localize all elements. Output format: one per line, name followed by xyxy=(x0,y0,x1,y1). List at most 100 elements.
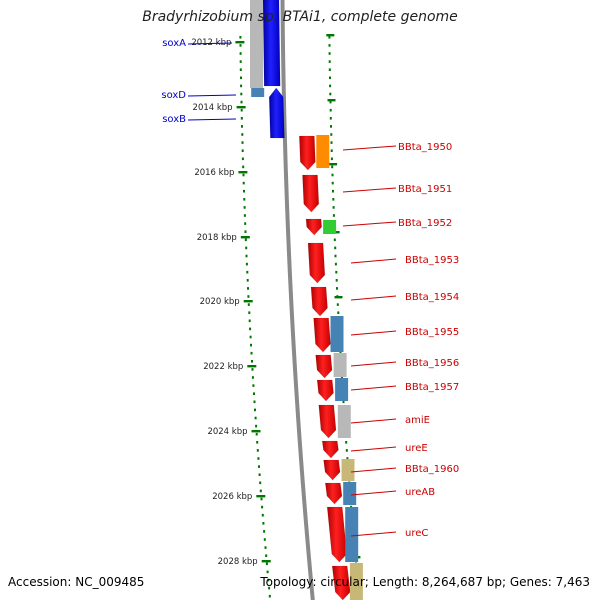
inner-tick-ring xyxy=(239,36,271,598)
tick-dot xyxy=(328,68,331,71)
tick-dot xyxy=(337,311,340,314)
gene-bbta-1950 xyxy=(299,135,316,171)
cog-block-blue xyxy=(343,482,357,505)
tick-dot xyxy=(244,238,247,242)
label-leader xyxy=(350,467,397,473)
tick-dot xyxy=(241,125,243,128)
gene-label: BBta_1952 xyxy=(398,218,452,229)
tick-dot xyxy=(328,52,331,55)
tick-dot xyxy=(263,530,266,533)
gene-label: BBta_1953 xyxy=(405,255,459,266)
tick-dot xyxy=(330,125,332,128)
gene-ureAB xyxy=(324,482,343,505)
major-tick xyxy=(329,163,338,166)
label-leader xyxy=(350,258,397,264)
gene-label: BBta_1960 xyxy=(405,464,459,475)
tick-dot xyxy=(242,165,245,169)
tick-dot xyxy=(328,36,331,39)
tick-dot xyxy=(330,141,333,144)
tick-dot xyxy=(345,449,348,452)
gene-soxB xyxy=(268,87,285,139)
tick-dot xyxy=(328,60,331,63)
gene-bbta-1953 xyxy=(307,242,326,284)
gene-soxA xyxy=(262,0,281,87)
tick-dot xyxy=(266,570,269,574)
scale-label: 2014 kbp xyxy=(193,103,233,113)
tick-dot xyxy=(328,44,331,47)
gene-bbta-1957 xyxy=(316,379,334,402)
tick-dot xyxy=(268,586,271,590)
gene-ureC xyxy=(326,506,348,563)
tick-dot xyxy=(334,246,337,250)
tick-dot xyxy=(239,36,242,39)
tick-dot xyxy=(332,198,335,201)
gene-label: soxD xyxy=(161,90,186,101)
tick-dot xyxy=(252,384,255,387)
major-tick xyxy=(236,106,246,109)
tick-dot xyxy=(243,206,246,209)
major-tick xyxy=(235,41,245,44)
cog-block-tan xyxy=(341,459,355,481)
tick-dot xyxy=(345,441,348,444)
gene-label: BBta_1954 xyxy=(405,292,459,303)
major-tick xyxy=(326,34,335,37)
tick-dot xyxy=(240,108,243,112)
tick-dot xyxy=(243,198,246,201)
tick-dot xyxy=(248,319,251,323)
label-leader xyxy=(187,42,233,45)
gene-label: BBta_1950 xyxy=(398,142,452,153)
tick-dot xyxy=(240,84,243,88)
tick-dot xyxy=(346,457,349,460)
tick-dot xyxy=(249,327,252,331)
tick-dot xyxy=(241,149,244,152)
tick-dot xyxy=(244,230,247,233)
tick-dot xyxy=(256,449,259,452)
tick-dot xyxy=(258,473,261,476)
gene-label: BBta_1951 xyxy=(398,184,452,195)
tick-dot xyxy=(242,181,245,185)
tick-dot xyxy=(239,44,242,47)
scale-label: 2026 kbp xyxy=(212,492,252,502)
tick-dot xyxy=(250,343,252,347)
tick-dot xyxy=(239,68,242,71)
gene-label: BBta_1956 xyxy=(405,358,459,369)
tick-dot xyxy=(251,376,254,379)
label-leader xyxy=(350,531,397,537)
tick-dot xyxy=(253,392,255,395)
tick-dot xyxy=(240,100,243,104)
tick-dot xyxy=(255,424,258,428)
tick-dot xyxy=(329,84,332,88)
tick-dot xyxy=(257,457,260,460)
major-tick xyxy=(238,171,248,174)
tick-dot xyxy=(335,270,338,274)
cog-block-tan xyxy=(349,563,363,600)
label-leader xyxy=(350,490,397,496)
tick-dot xyxy=(239,52,242,55)
tick-dot xyxy=(241,157,244,161)
gene-bbta-1956 xyxy=(315,354,333,379)
tick-dot xyxy=(259,481,262,485)
tick-dot xyxy=(264,546,267,549)
tick-dot xyxy=(334,262,337,266)
gene-label: ureE xyxy=(405,443,428,454)
major-tick xyxy=(334,296,343,299)
tick-dot xyxy=(335,279,338,282)
cog-block-orange xyxy=(316,135,330,168)
gene-next xyxy=(331,565,351,601)
tick-dot xyxy=(329,76,331,80)
tick-dot xyxy=(246,270,249,274)
gene-label: ureC xyxy=(405,528,428,539)
tick-dot xyxy=(265,562,268,566)
tick-dot xyxy=(254,408,256,412)
tick-dot xyxy=(262,522,265,525)
tick-dot xyxy=(239,60,242,63)
accession-text: Accession: NC_009485 xyxy=(8,575,145,589)
tick-dot xyxy=(342,400,345,404)
gene-amiE xyxy=(318,404,337,439)
gene-bbta-1954 xyxy=(310,286,328,317)
cog-block-blue xyxy=(330,316,344,352)
topology-text: Topology: circular; Length: 8,264,687 bp… xyxy=(260,575,590,589)
tick-dot xyxy=(251,360,253,363)
tick-dot xyxy=(255,432,258,436)
